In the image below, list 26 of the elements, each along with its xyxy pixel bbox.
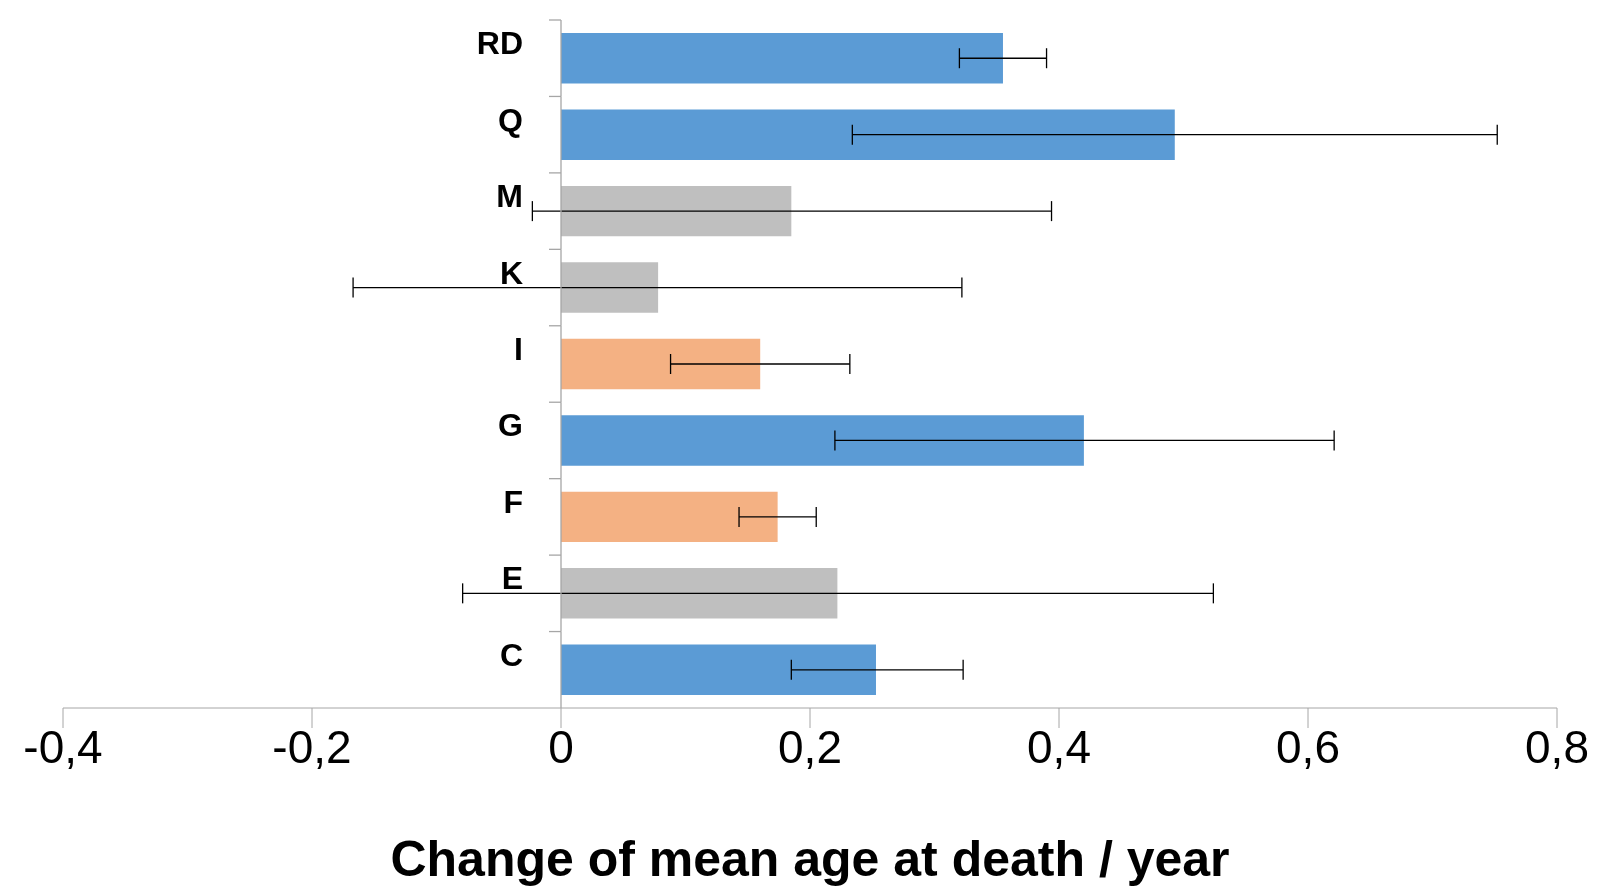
- bar: [561, 644, 876, 696]
- y-tick-label: F: [503, 483, 523, 520]
- y-tick-label: RD: [476, 25, 523, 62]
- x-tick-label: 0,2: [778, 720, 842, 773]
- bar: [561, 109, 1175, 160]
- x-tick-label: 0: [548, 720, 574, 773]
- y-tick-label: G: [498, 407, 523, 444]
- y-tick-label: E: [501, 560, 523, 597]
- bar: [561, 338, 761, 390]
- x-tick-label: 0,4: [1027, 720, 1091, 773]
- bar: [561, 185, 792, 237]
- y-tick-label: K: [499, 254, 523, 291]
- x-tick-label: -0,4: [23, 720, 103, 773]
- bar: [561, 568, 838, 619]
- bar: [561, 415, 1084, 466]
- y-tick-label: I: [514, 331, 523, 367]
- x-tick-label: 0,8: [1525, 720, 1589, 773]
- y-tick-label: M: [496, 178, 523, 215]
- bar: [561, 262, 659, 313]
- x-tick-label: -0,2: [272, 720, 352, 773]
- x-tick-label: 0,6: [1276, 720, 1340, 773]
- x-axis-title: Change of mean age at death / year: [390, 831, 1230, 887]
- y-tick-label: Q: [498, 101, 523, 138]
- bar: [561, 491, 778, 543]
- y-tick-label: C: [499, 636, 523, 673]
- bar: [561, 33, 1003, 84]
